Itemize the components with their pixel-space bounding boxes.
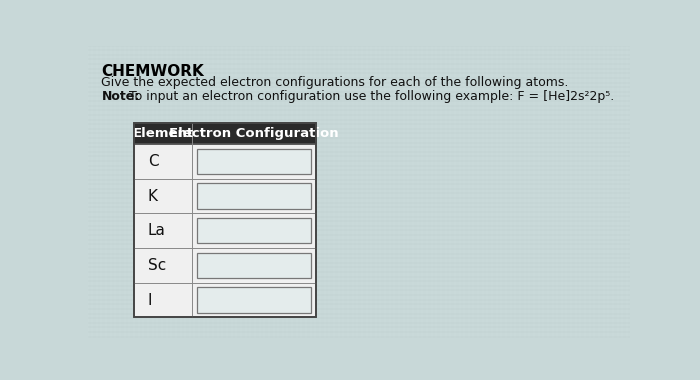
Text: To input an electron configuration use the following example: F = [He]2s²2p⁵.: To input an electron configuration use t… [125, 90, 615, 103]
Text: Electron Configuration: Electron Configuration [169, 127, 339, 140]
Text: I: I [148, 293, 153, 307]
Bar [197, 184, 312, 209]
Bar [197, 253, 312, 278]
Text: K: K [148, 188, 158, 204]
Text: CHEMWORK: CHEMWORK [102, 64, 204, 79]
Text: C: C [148, 154, 159, 169]
Bar [134, 123, 316, 317]
Bar [197, 218, 312, 244]
Bar [197, 149, 312, 174]
Bar [134, 123, 316, 317]
Text: Give the expected electron configurations for each of the following atoms.: Give the expected electron configuration… [102, 76, 569, 89]
Bar [134, 123, 316, 144]
Text: Note:: Note: [102, 90, 140, 103]
Bar [134, 123, 316, 144]
Text: Element: Element [132, 127, 194, 140]
Text: La: La [148, 223, 166, 238]
Bar [197, 287, 312, 313]
Text: Sc: Sc [148, 258, 166, 273]
